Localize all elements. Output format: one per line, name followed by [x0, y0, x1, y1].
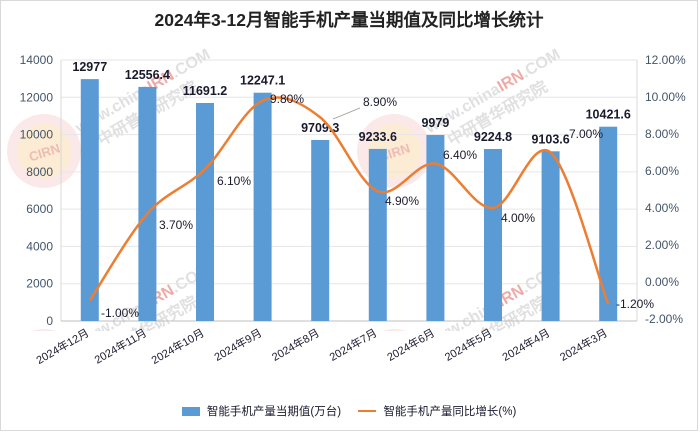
svg-text:2024年9月: 2024年9月 — [212, 325, 265, 363]
svg-text:0: 0 — [46, 314, 53, 328]
svg-text:9233.6: 9233.6 — [359, 130, 397, 144]
svg-text:3.70%: 3.70% — [159, 218, 193, 232]
svg-text:9.80%: 9.80% — [270, 92, 304, 106]
svg-text:12000: 12000 — [20, 90, 54, 104]
svg-text:14000: 14000 — [20, 53, 54, 67]
svg-text:12556.4: 12556.4 — [125, 68, 170, 82]
svg-text:6.40%: 6.40% — [443, 148, 477, 162]
svg-text:8.00%: 8.00% — [645, 127, 679, 141]
svg-text:-2.00%: -2.00% — [645, 312, 683, 326]
svg-text:4000: 4000 — [26, 239, 53, 253]
svg-text:4.00%: 4.00% — [645, 201, 679, 215]
svg-text:8000: 8000 — [26, 165, 53, 179]
svg-text:2024年3月: 2024年3月 — [557, 325, 610, 363]
svg-text:4.00%: 4.00% — [501, 211, 535, 225]
svg-text:10.00%: 10.00% — [645, 90, 686, 104]
svg-text:9224.8: 9224.8 — [474, 130, 512, 144]
svg-text:7.00%: 7.00% — [569, 127, 603, 141]
svg-text:8.90%: 8.90% — [363, 95, 397, 109]
svg-text:9103.6: 9103.6 — [531, 132, 569, 146]
svg-text:-1.00%: -1.00% — [101, 306, 139, 320]
svg-text:2024年4月: 2024年4月 — [500, 325, 553, 363]
svg-text:10000: 10000 — [20, 128, 54, 142]
svg-text:2024年12月: 2024年12月 — [33, 325, 91, 366]
svg-text:0.00%: 0.00% — [645, 275, 679, 289]
svg-text:4.90%: 4.90% — [385, 194, 419, 208]
svg-text:12247.1: 12247.1 — [240, 74, 285, 88]
svg-text:10421.6: 10421.6 — [586, 108, 631, 122]
svg-text:-1.20%: -1.20% — [616, 297, 654, 311]
svg-text:12977: 12977 — [72, 60, 107, 74]
svg-text:2024年10月: 2024年10月 — [149, 325, 207, 366]
svg-text:2000: 2000 — [26, 277, 53, 291]
svg-text:9979: 9979 — [421, 116, 449, 130]
svg-text:6.00%: 6.00% — [645, 164, 679, 178]
svg-text:2024年6月: 2024年6月 — [384, 325, 437, 363]
svg-text:6000: 6000 — [26, 202, 53, 216]
svg-text:6.10%: 6.10% — [217, 174, 251, 188]
svg-text:2024年11月: 2024年11月 — [92, 325, 149, 366]
svg-text:2024年8月: 2024年8月 — [269, 325, 322, 363]
svg-text:2024年5月: 2024年5月 — [442, 325, 495, 363]
svg-text:11691.2: 11691.2 — [183, 84, 228, 98]
svg-text:2.00%: 2.00% — [645, 238, 679, 252]
svg-text:12.00%: 12.00% — [645, 53, 686, 67]
svg-text:2024年7月: 2024年7月 — [327, 325, 380, 363]
